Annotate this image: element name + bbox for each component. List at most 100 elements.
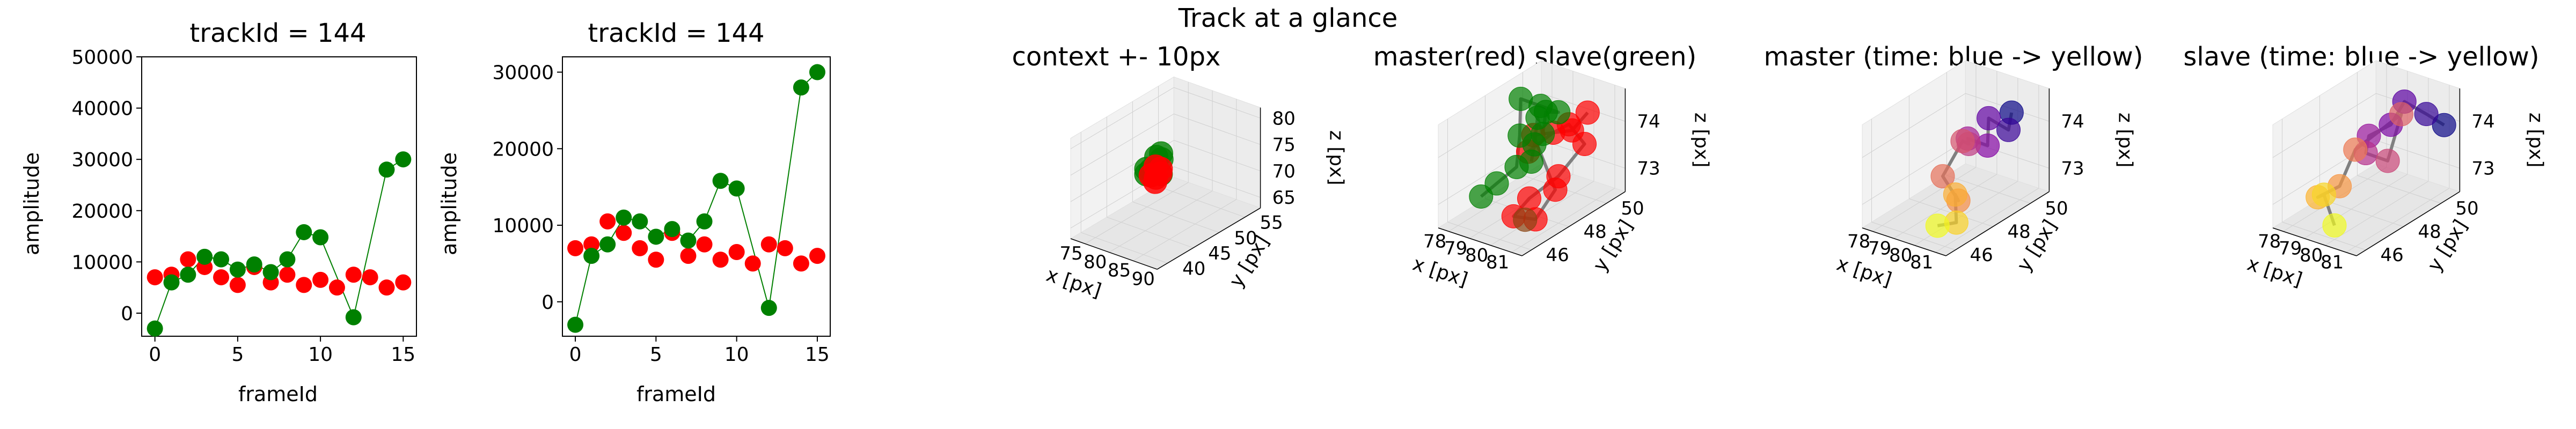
data-point [262,264,279,280]
y-tick-label: 50 [2045,198,2068,219]
data-point [2322,213,2347,238]
data-point [2311,182,2336,207]
data-point [599,236,616,253]
data-point [1996,117,2021,142]
z-axis-label: z [px] [2114,113,2136,168]
x-tick-label: 75 [1059,243,1082,264]
x-tick-label: 10 [724,344,749,366]
data-point [362,269,378,286]
chart-panel-2: trackId = 144 frameId amplitude 0 5 10 15 0 1… [437,18,831,406]
chart-title: slave (time: blue -> yellow) [2183,42,2539,72]
data-point [793,255,809,272]
y-tick-label: 48 [2418,221,2441,243]
y-tick-label: 48 [1583,221,1606,243]
y-tick-label: 40 [1182,258,1205,279]
data-point [147,320,163,337]
x-tick-label: 81 [1910,252,1933,273]
data-point [229,277,246,293]
x-axis [2272,227,2357,256]
y-tick-label: 50 [1621,198,1644,219]
grid-line [2319,198,2404,227]
data-point [760,300,777,316]
data-point [229,261,246,278]
y-axis-label: y [px] [1225,232,1274,291]
x-tick-label: 79 [1868,238,1891,260]
data-point [664,221,680,238]
data-point [279,267,296,283]
x-tick-label: 0 [149,344,161,366]
y-tick-label: 40000 [71,98,133,120]
y-tick-label: 20000 [71,201,133,223]
z-axis-label: z [px] [2524,113,2546,168]
z-tick-label: 65 [1272,187,1296,209]
data-point [567,316,584,333]
x-tick-label: 79 [2279,238,2302,260]
data-point [567,240,584,256]
data-point [583,248,600,264]
series-line [575,71,818,325]
data-point [1575,100,1600,125]
z-tick-label: 74 [1637,111,1660,132]
y-tick-label: 50 [2455,198,2478,219]
data-point [213,269,230,286]
y-axis-label: amplitude [20,152,43,255]
y-tick-label: 46 [1970,245,1993,266]
data-point [1525,105,1550,130]
x-tick-label: 15 [805,344,830,366]
data-point [312,271,329,288]
data-point [1484,171,1509,196]
plot-frame [562,56,831,337]
grid-line [2357,175,2441,204]
grid-line [2304,174,2408,239]
x-tick-label: 81 [2321,252,2344,273]
y-tick-label: 0 [121,303,133,325]
y-tick-label: 30000 [71,149,133,171]
z-tick-label: 80 [1272,108,1296,129]
data-point [1519,150,1543,174]
data-point [2432,113,2456,137]
data-point [648,228,664,245]
grid-line [1872,167,1977,232]
y-axis [2356,191,2460,256]
grid-line [1133,199,1237,261]
data-point [1469,184,1494,209]
grid-line [1871,221,1956,250]
data-point [728,180,745,197]
grid-line [2325,181,2429,246]
x-tick-label: 78 [1423,231,1446,253]
chart-title: trackId = 144 [189,18,366,48]
chart-title: trackId = 144 [588,18,764,48]
data-point [1517,186,1541,211]
grid-line [1132,201,1219,233]
x-tick-label: 15 [391,344,415,366]
data-point [378,279,395,296]
data-point [696,236,713,253]
grid-line [1107,217,1194,248]
data-point [1513,208,1538,232]
data-point [2414,102,2439,127]
x-tick-label: 78 [2258,231,2281,253]
x-tick-label: 80 [1465,245,1488,267]
x-tick-label: 79 [1444,238,1467,260]
grid-line [1448,167,1553,232]
grid-line [1109,190,1213,253]
y-tick-label: 10000 [71,252,133,273]
y-tick-label: 55 [1260,212,1283,234]
data-point [312,229,329,246]
data-point [712,252,729,268]
data-point [1148,161,1173,186]
data-point [793,79,809,96]
data-point [696,213,713,230]
data-point [296,224,312,240]
data-point [616,209,632,226]
data-point [1977,106,2001,130]
data-point [777,240,793,256]
data-point [744,255,761,272]
z-tick-label: 74 [2471,111,2494,132]
x-tick-label: 80 [2300,245,2323,267]
series-line [154,159,404,329]
